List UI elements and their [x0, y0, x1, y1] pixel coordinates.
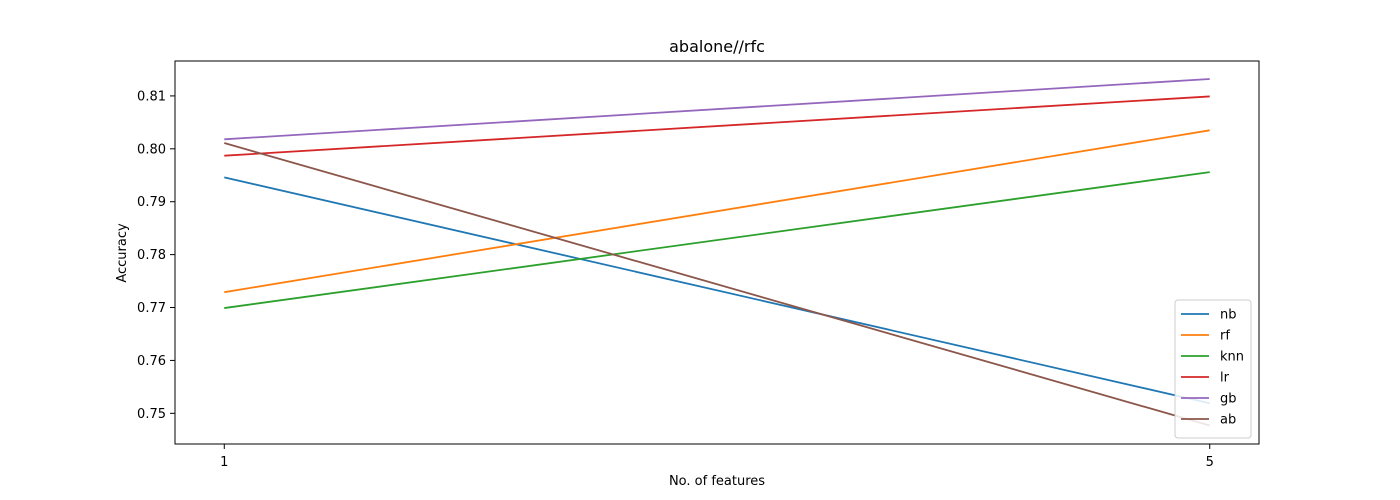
y-tick-label: 0.76 — [137, 354, 166, 369]
plot-area — [224, 78, 1210, 427]
legend-box — [1174, 299, 1252, 439]
y-tick-label: 0.75 — [137, 407, 166, 422]
legend-label-gb: gb — [1220, 392, 1237, 407]
legend: nb rf knn lr gb ab — [1174, 299, 1252, 439]
legend-label-ab: ab — [1220, 413, 1236, 428]
series-line-ab — [224, 142, 1210, 427]
series-line-rf — [224, 129, 1210, 294]
y-tick-label: 0.81 — [137, 89, 166, 104]
axes: 1 5 0.75 0.76 0.77 0.78 0.79 0.80 0.81 — [137, 60, 1260, 470]
x-tick-label: 5 — [1206, 455, 1214, 470]
series-line-gb — [224, 78, 1210, 141]
x-axis-label: No. of features — [669, 474, 765, 489]
y-tick-label: 0.78 — [137, 248, 166, 263]
legend-label-rf: rf — [1220, 329, 1230, 344]
y-tick-label: 0.79 — [137, 195, 166, 210]
y-tick-label: 0.77 — [137, 301, 166, 316]
chart-title: abalone//rfc — [669, 37, 765, 56]
x-tick-label: 1 — [220, 455, 228, 470]
plot-frame — [174, 60, 1260, 445]
y-axis-label: Accuracy — [115, 223, 130, 283]
legend-label-knn: knn — [1220, 350, 1244, 365]
series-line-nb — [224, 176, 1210, 405]
series-line-knn — [224, 171, 1210, 309]
y-tick-label: 0.80 — [137, 142, 166, 157]
legend-label-lr: lr — [1220, 371, 1230, 386]
legend-label-nb: nb — [1220, 308, 1237, 323]
series-line-lr — [224, 95, 1210, 157]
